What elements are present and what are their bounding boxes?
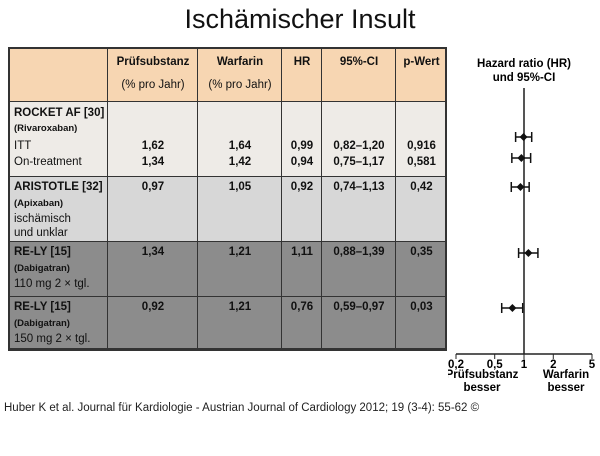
hr-point [524, 249, 533, 257]
forest-plot: Hazard ratio (HR) und 95%-CI 0,2 0,5 1 2 5 P… [448, 58, 596, 394]
rocket-name: ROCKET AF [30] [14, 107, 105, 119]
right-label-line1: Warfarin [543, 369, 589, 381]
rocket-itt-label: ITT [14, 140, 32, 152]
cell: 0,76 [290, 301, 314, 313]
aristotle-name: ARISTOTLE [32] [14, 181, 103, 193]
rely110-sub: 110 mg 2 × tgl. [14, 278, 90, 290]
cell: 1,42 [228, 156, 252, 168]
x-tick-label: 1 [521, 359, 528, 371]
rocket-ot-label: On-treatment [14, 156, 82, 168]
cell: 0,74–1,13 [333, 181, 385, 193]
cell: 1,34 [141, 156, 165, 168]
cell: 0,94 [290, 156, 314, 168]
cell: 0,59–0,97 [333, 301, 385, 313]
header-pruefsubstanz: Prüfsubstanz [116, 56, 190, 68]
hr-point [519, 133, 528, 141]
rely150-name: RE-LY [15] [14, 301, 71, 313]
divider [107, 49, 108, 349]
cell: 0,82–1,20 [333, 140, 385, 152]
left-label-line1: Prüfsubstanz [448, 369, 519, 381]
cell: 0,97 [141, 181, 165, 193]
cell: 0,99 [290, 140, 314, 152]
cell: 0,581 [407, 156, 436, 168]
hr-point [517, 154, 526, 162]
header-ci: 95%-CI [339, 56, 379, 68]
cell: 0,75–1,17 [333, 156, 385, 168]
rely150-drug: (Dabigatran) [14, 318, 70, 329]
results-table: Prüfsubstanz (% pro Jahr) Warfarin (% pro … [8, 47, 447, 351]
rely110-drug: (Dabigatran) [14, 263, 70, 274]
header-hr: HR [293, 56, 311, 68]
divider [321, 49, 322, 349]
cell: 1,64 [228, 140, 252, 152]
x-tick-label: 5 [589, 359, 596, 371]
aristotle-sub2: und unklar [14, 227, 68, 239]
rely150-sub: 150 mg 2 × tgl. [14, 333, 91, 345]
header-warfarin: Warfarin [216, 56, 264, 68]
chart-title-line2: und 95%-CI [493, 72, 556, 84]
citation: Huber K et al. Journal für Kardiologie -… [4, 402, 480, 414]
page-title: Ischämischer Insult [184, 4, 416, 34]
aristotle-drug: (Apixaban) [14, 198, 64, 209]
cell: 0,916 [407, 140, 436, 152]
aristotle-row: ARISTOTLE [32] (Apixaban) ischämisch und… [10, 177, 445, 242]
cell: 1,62 [141, 140, 165, 152]
header-warfarin-unit: (% pro Jahr) [208, 79, 272, 91]
cell: 0,35 [410, 246, 433, 258]
cell: 0,03 [410, 301, 433, 313]
cell: 1,11 [291, 246, 313, 258]
divider [395, 49, 396, 349]
cell: 1,21 [228, 301, 252, 313]
cell: 0,92 [290, 181, 314, 193]
header-p: p-Wert [403, 56, 440, 68]
left-label-line2: besser [463, 382, 501, 394]
x-tick-label: 2 [550, 359, 556, 371]
hr-point [516, 183, 525, 191]
right-label-line2: besser [547, 382, 585, 394]
header-row: Prüfsubstanz (% pro Jahr) Warfarin (% pro … [10, 49, 445, 102]
hr-point [508, 304, 517, 312]
cell: 1,05 [228, 181, 252, 193]
rely110-row: RE-LY [15] (Dabigatran) 110 mg 2 × tgl. … [10, 242, 445, 297]
chart-title-line1: Hazard ratio (HR) [477, 58, 571, 70]
cell: 1,21 [228, 246, 252, 258]
rocket-drug: (Rivaroxaban) [14, 123, 78, 134]
header-pruefsubstanz-unit: (% pro Jahr) [121, 79, 185, 91]
divider [197, 49, 198, 349]
x-tick-label: 0,2 [448, 359, 464, 371]
rely150-row: RE-LY [15] (Dabigatran) 150 mg 2 × tgl. … [10, 297, 445, 349]
divider [281, 49, 282, 349]
cell: 0,42 [410, 181, 433, 193]
cell: 0,92 [141, 301, 165, 313]
rely110-name: RE-LY [15] [14, 246, 71, 258]
cell: 0,88–1,39 [333, 246, 385, 258]
x-tick-label: 0,5 [487, 359, 504, 371]
aristotle-sub1: ischämisch [14, 213, 71, 225]
cell: 1,34 [141, 246, 165, 258]
rocket-row: ROCKET AF [30] (Rivaroxaban) ITT On-trea… [10, 102, 445, 177]
